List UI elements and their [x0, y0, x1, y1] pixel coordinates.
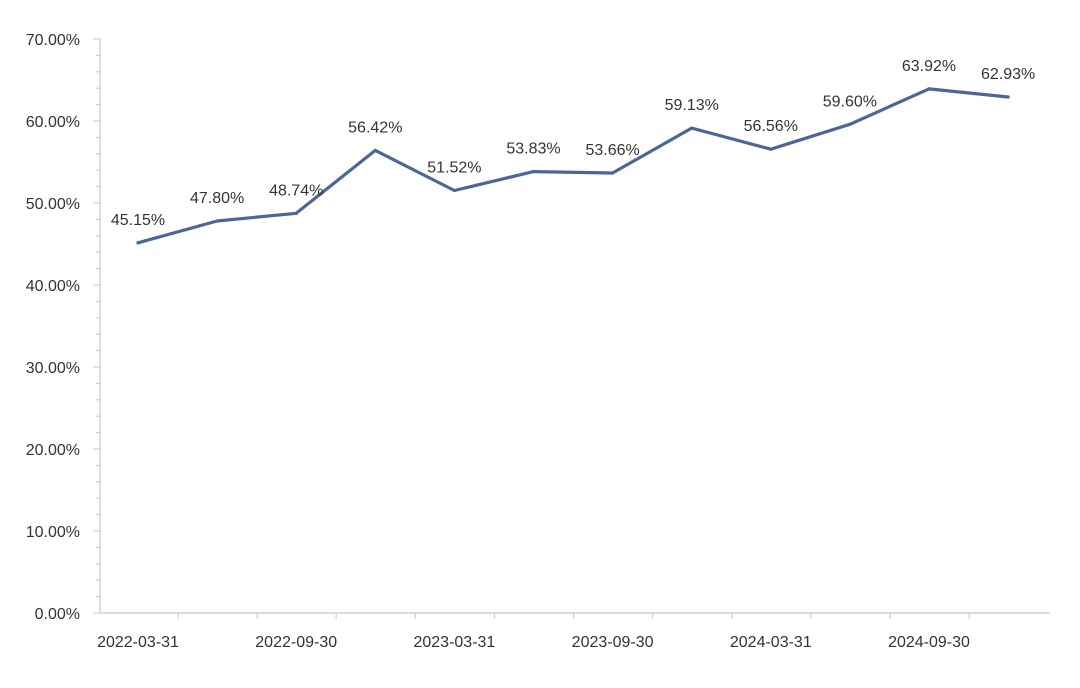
data-point	[452, 188, 456, 193]
data-label: 59.13%	[665, 97, 719, 114]
series-line	[136, 87, 1010, 245]
data-label: 56.56%	[744, 118, 798, 135]
data-label-layer: 45.15% 47.80% 48.74% 56.42% 51.52% 53.83% 53.6…	[111, 58, 1035, 229]
y-tick-label: 30.00%	[26, 360, 80, 377]
y-axis: 0.00% 10.00% 20.00% 30.00% 40.00% 50.00% 60.00…	[26, 32, 101, 623]
data-point	[690, 126, 694, 130]
y-tick-label: 60.00%	[26, 114, 80, 131]
data-label: 53.66%	[585, 142, 639, 159]
y-tick-label: 40.00%	[26, 278, 80, 295]
x-tick-label: 2024-09-30	[888, 634, 970, 651]
data-label: 56.42%	[348, 119, 402, 136]
data-label: 59.60%	[823, 93, 877, 110]
data-point	[136, 241, 140, 245]
data-point	[611, 171, 615, 175]
y-tick-label: 10.00%	[26, 524, 80, 541]
data-label: 63.92%	[902, 58, 956, 75]
x-tick-label: 2024-03-31	[730, 634, 812, 651]
data-point	[215, 219, 219, 223]
data-label: 45.15%	[111, 212, 165, 229]
data-point	[531, 169, 536, 174]
y-tick-label: 0.00%	[35, 606, 80, 623]
data-label: 62.93%	[981, 66, 1035, 83]
x-axis: 2022-03-31 2022-09-30 2023-03-31 2023-09-30…	[97, 612, 1050, 651]
data-label: 51.52%	[427, 160, 481, 177]
x-tick-label: 2022-09-30	[255, 634, 337, 651]
data-label: 53.83%	[506, 141, 560, 158]
data-point	[294, 211, 298, 215]
y-tick-label: 70.00%	[26, 32, 80, 49]
data-point	[927, 87, 931, 91]
x-tick-label: 2023-03-31	[413, 634, 495, 651]
data-point	[373, 148, 377, 152]
x-tick-label: 2022-03-31	[97, 634, 179, 651]
data-point	[848, 122, 852, 126]
data-label: 47.80%	[190, 190, 244, 207]
data-point	[1006, 95, 1010, 99]
data-point	[769, 147, 773, 151]
y-tick-label: 20.00%	[26, 442, 80, 459]
x-tick-label: 2023-09-30	[572, 634, 654, 651]
series-layer	[136, 87, 1010, 245]
data-label: 48.74%	[269, 182, 323, 199]
y-tick-label: 50.00%	[26, 196, 80, 213]
